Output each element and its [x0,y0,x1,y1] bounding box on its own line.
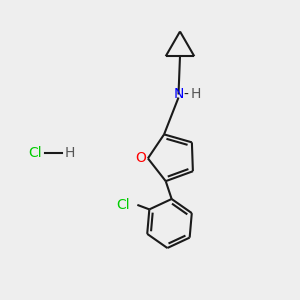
Text: H: H [191,88,201,101]
Text: O: O [135,152,146,165]
Text: Cl: Cl [116,198,130,212]
Text: Cl: Cl [28,146,42,160]
Text: H: H [64,146,75,160]
Text: N: N [173,88,184,101]
Text: -: - [183,88,188,101]
